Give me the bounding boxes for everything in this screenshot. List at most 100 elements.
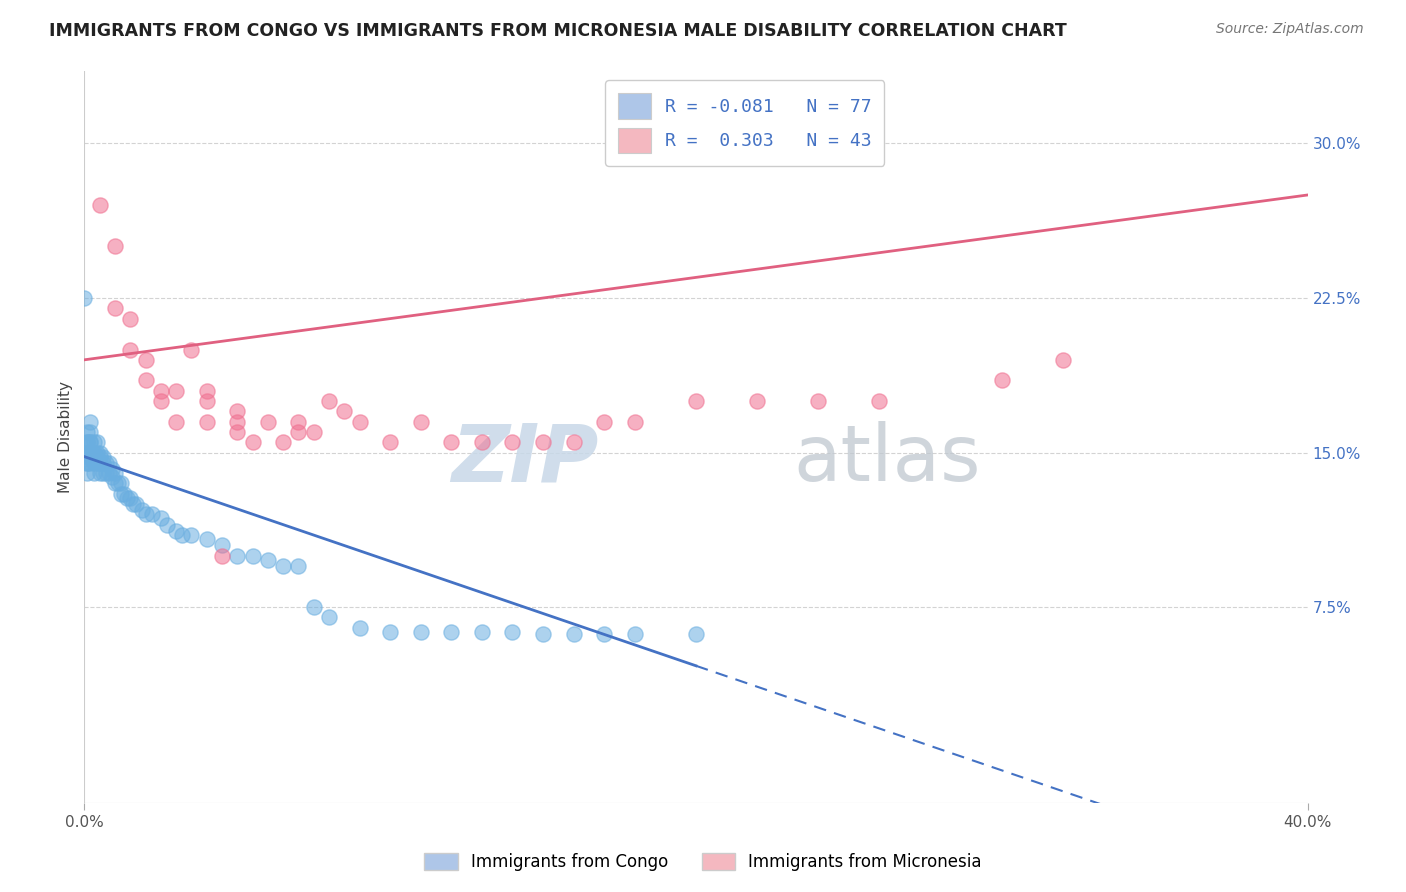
Point <box>79 435 101 450</box>
Point <box>83 450 105 464</box>
Point <box>287 415 309 429</box>
Point <box>257 552 280 566</box>
Point <box>226 425 249 439</box>
Point <box>172 528 194 542</box>
Point <box>502 435 524 450</box>
Point <box>83 445 105 459</box>
Point <box>141 508 163 522</box>
Point <box>83 466 105 480</box>
Point <box>135 352 157 367</box>
Point <box>131 503 153 517</box>
Point <box>165 384 187 398</box>
Point <box>624 415 647 429</box>
Point <box>89 445 111 459</box>
Point <box>471 624 494 639</box>
Point <box>89 198 111 212</box>
Point <box>180 528 202 542</box>
Point <box>79 450 101 464</box>
Point <box>271 435 294 450</box>
Point <box>318 394 340 409</box>
Point <box>83 435 105 450</box>
Point <box>79 435 101 450</box>
Point <box>73 291 96 305</box>
Point <box>91 466 114 480</box>
Text: ZIP: ZIP <box>451 420 598 498</box>
Point <box>110 476 132 491</box>
Text: atlas: atlas <box>794 421 981 497</box>
Point <box>94 466 117 480</box>
Point <box>302 425 325 439</box>
Point <box>135 373 157 387</box>
Point <box>165 524 187 538</box>
Point <box>593 627 616 641</box>
Point <box>76 435 98 450</box>
Point <box>101 462 124 476</box>
Point <box>76 445 98 459</box>
Legend: Immigrants from Congo, Immigrants from Micronesia: Immigrants from Congo, Immigrants from M… <box>416 845 990 880</box>
Point <box>110 487 132 501</box>
Point <box>195 394 218 409</box>
Point <box>79 425 101 439</box>
Point <box>149 384 172 398</box>
Point <box>409 624 432 639</box>
Point <box>242 435 264 450</box>
Point <box>531 627 554 641</box>
Point <box>624 627 647 641</box>
Point <box>685 627 707 641</box>
Legend: R = -0.081   N = 77, R =  0.303   N = 43: R = -0.081 N = 77, R = 0.303 N = 43 <box>606 80 884 166</box>
Text: Source: ZipAtlas.com: Source: ZipAtlas.com <box>1216 22 1364 37</box>
Point <box>440 624 463 639</box>
Point <box>122 497 145 511</box>
Point <box>226 415 249 429</box>
Text: IMMIGRANTS FROM CONGO VS IMMIGRANTS FROM MICRONESIA MALE DISABILITY CORRELATION : IMMIGRANTS FROM CONGO VS IMMIGRANTS FROM… <box>49 22 1067 40</box>
Point <box>195 384 218 398</box>
Point <box>86 435 108 450</box>
Point <box>471 435 494 450</box>
Point <box>89 466 111 480</box>
Point <box>156 517 179 532</box>
Point <box>101 470 124 484</box>
Point <box>149 511 172 525</box>
Point <box>195 415 218 429</box>
Point <box>120 311 142 326</box>
Point <box>409 415 432 429</box>
Point <box>211 538 233 552</box>
Point <box>86 450 108 464</box>
Point <box>104 301 127 316</box>
Point <box>195 532 218 546</box>
Point <box>502 624 524 639</box>
Point <box>79 415 101 429</box>
Point <box>79 456 101 470</box>
Point <box>91 456 114 470</box>
Point <box>349 621 371 635</box>
Y-axis label: Male Disability: Male Disability <box>58 381 73 493</box>
Point <box>86 456 108 470</box>
Point <box>685 394 707 409</box>
Point <box>349 415 371 429</box>
Point <box>287 558 309 573</box>
Point <box>120 343 142 357</box>
Point <box>76 435 98 450</box>
Point <box>76 456 98 470</box>
Point <box>1052 352 1074 367</box>
Point <box>76 445 98 459</box>
Point <box>180 343 202 357</box>
Point <box>562 627 585 641</box>
Point <box>380 435 402 450</box>
Point <box>89 456 111 470</box>
Point <box>104 466 127 480</box>
Point <box>271 558 294 573</box>
Point <box>107 476 129 491</box>
Point <box>149 394 172 409</box>
Point <box>211 549 233 563</box>
Point <box>76 450 98 464</box>
Point <box>747 394 769 409</box>
Point <box>318 610 340 624</box>
Point <box>380 624 402 639</box>
Point <box>94 456 117 470</box>
Point <box>120 491 142 505</box>
Point <box>91 450 114 464</box>
Point <box>86 445 108 459</box>
Point <box>97 456 120 470</box>
Point <box>89 450 111 464</box>
